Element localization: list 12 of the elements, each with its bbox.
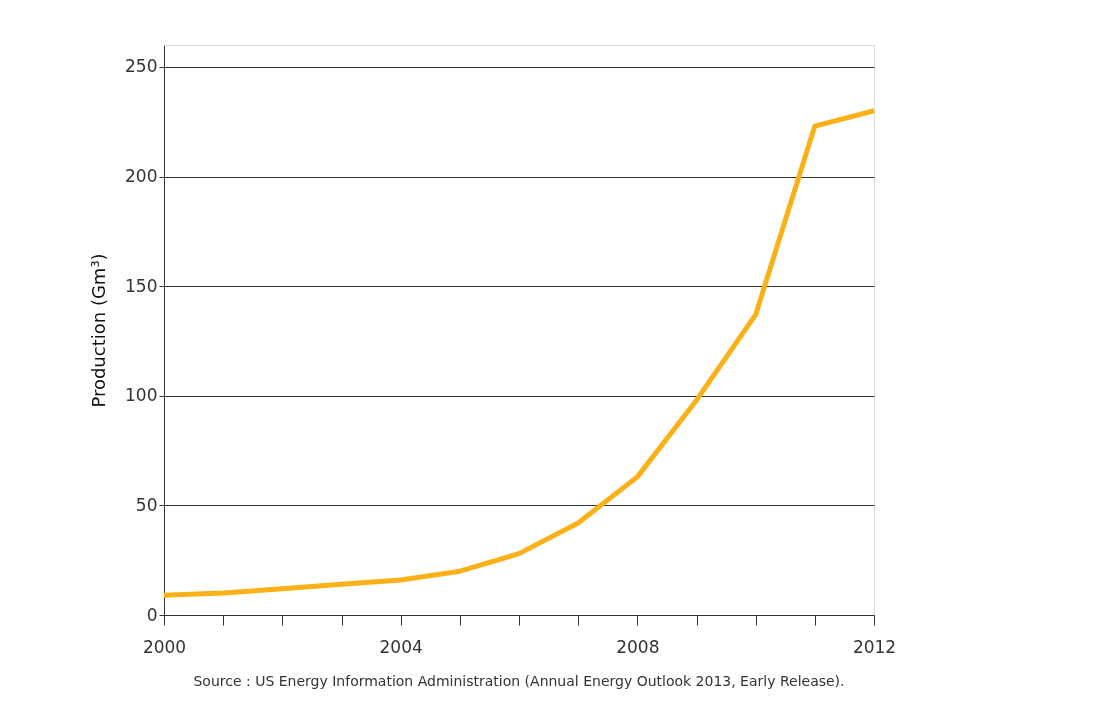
y-axis-title: Production (Gm³): [88, 253, 110, 408]
x-tick-label: 2004: [379, 636, 423, 657]
source-note: Source : US Energy Information Administration (Annual Energy Outlook 2013, Early Release).: [193, 673, 845, 689]
y-tick-label: 250: [125, 56, 158, 77]
y-tick-label: 150: [125, 275, 158, 296]
x-tick-label: 2000: [142, 636, 187, 657]
x-tick-label: 2012: [852, 636, 897, 657]
y-tick-label: 50: [135, 494, 158, 515]
y-tick-label: 200: [125, 166, 158, 187]
y-tick-label: 0: [146, 604, 158, 625]
y-tick-label: 100: [125, 385, 158, 406]
x-tick-label: 2008: [616, 636, 660, 657]
